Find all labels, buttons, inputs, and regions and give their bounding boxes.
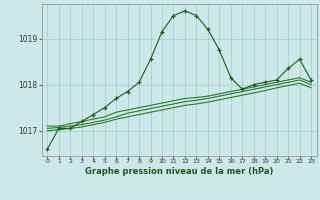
X-axis label: Graphe pression niveau de la mer (hPa): Graphe pression niveau de la mer (hPa) xyxy=(85,167,273,176)
